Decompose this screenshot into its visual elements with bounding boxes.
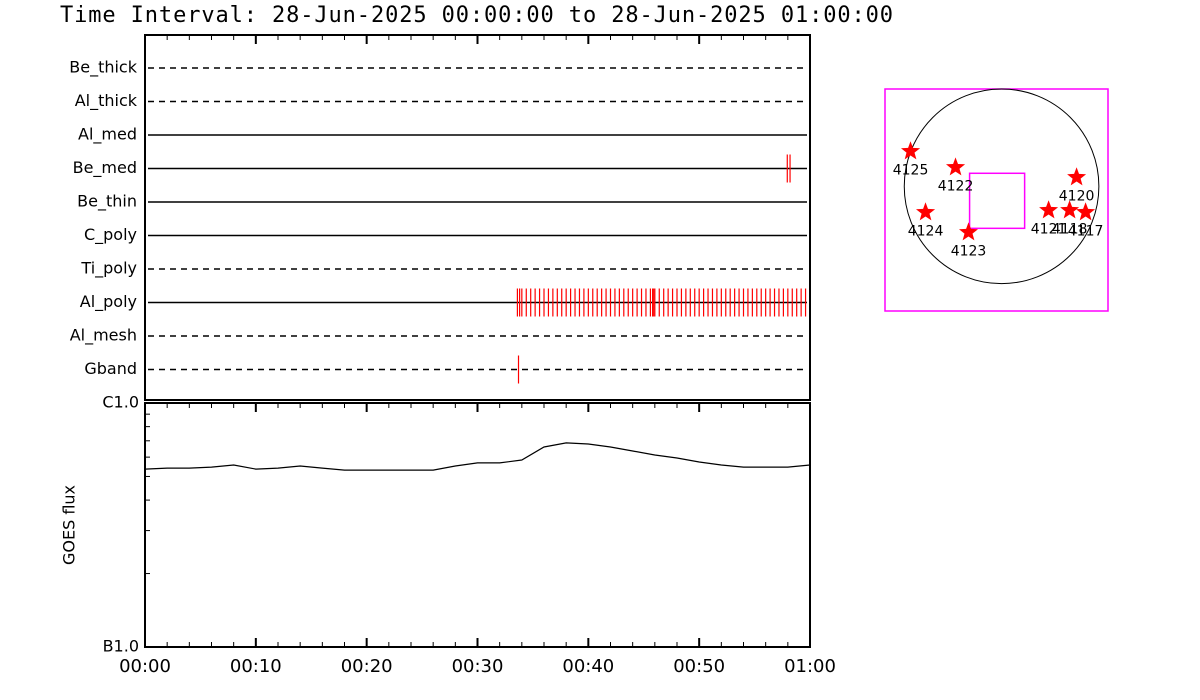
goes-curve bbox=[144, 442, 811, 471]
row-label: Ti_poly bbox=[80, 259, 137, 279]
panel-frame bbox=[144, 402, 811, 648]
title: Time Interval: 28-Jun-2025 00:00:00 to 2… bbox=[60, 3, 893, 28]
row-label: Be_med bbox=[73, 158, 137, 178]
region-label: 4117 bbox=[1068, 223, 1104, 239]
region-label: 4120 bbox=[1059, 188, 1095, 204]
solar-disk bbox=[903, 88, 1100, 285]
region-label: 4122 bbox=[938, 178, 974, 194]
y-tick-label: B1.0 bbox=[103, 637, 139, 656]
row-label: C_poly bbox=[84, 225, 137, 245]
active-region bbox=[916, 202, 936, 221]
row-label: Al_mesh bbox=[70, 326, 137, 346]
row-label: Be_thin bbox=[77, 192, 137, 212]
y-axis-label: GOES flux bbox=[60, 485, 79, 565]
row-label: Al_thick bbox=[75, 91, 138, 111]
region-label: 4124 bbox=[908, 223, 944, 239]
region-label: 4123 bbox=[951, 243, 987, 259]
x-tick-label: 00:20 bbox=[341, 656, 393, 677]
x-tick-label: 00:40 bbox=[562, 656, 614, 677]
row-label: Al_poly bbox=[80, 292, 137, 312]
active-region bbox=[901, 141, 921, 160]
y-tick-label: C1.0 bbox=[102, 393, 139, 412]
active-region bbox=[1039, 200, 1059, 219]
active-region bbox=[1067, 167, 1087, 186]
active-region bbox=[946, 157, 966, 176]
row-label: Gband bbox=[84, 359, 137, 378]
x-tick-label: 00:30 bbox=[452, 656, 504, 677]
x-tick-label: 00:00 bbox=[119, 656, 171, 677]
row-label: Be_thick bbox=[69, 58, 137, 78]
panel-frame bbox=[144, 34, 811, 401]
row-label: Al_med bbox=[78, 125, 137, 145]
x-tick-label: 01:00 bbox=[784, 656, 836, 677]
active-region bbox=[959, 222, 978, 241]
x-tick-label: 00:10 bbox=[230, 656, 282, 677]
active-region bbox=[1076, 202, 1096, 221]
x-tick-label: 00:50 bbox=[673, 656, 725, 677]
region-label: 4125 bbox=[893, 162, 929, 178]
region-label: 4121 bbox=[1031, 221, 1067, 237]
field-of-view bbox=[968, 172, 1026, 230]
region-label: 4118 bbox=[1052, 221, 1088, 237]
active-region bbox=[1060, 200, 1080, 219]
